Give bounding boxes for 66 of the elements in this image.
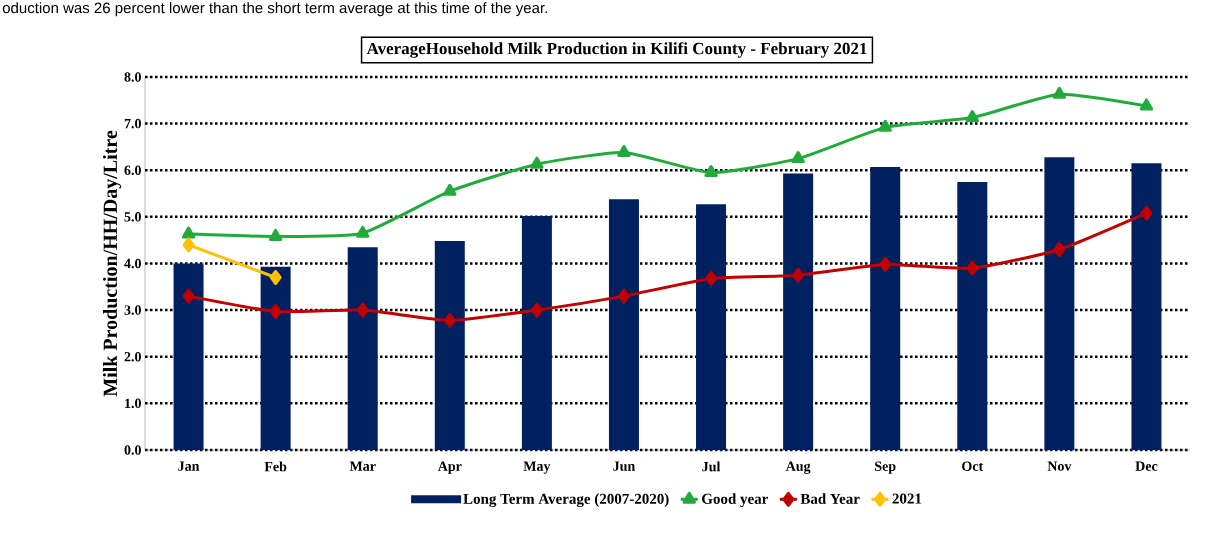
point [181, 226, 196, 239]
bar [347, 247, 378, 450]
x-tick-label: Jan [178, 461, 200, 471]
y-tick-label: 5.0 [124, 212, 141, 222]
legend-label: 2021 [892, 493, 922, 504]
point [269, 269, 282, 285]
bar [608, 199, 639, 450]
chart-title: AverageHousehold Milk Production in Kilifi County - February 2021 [366, 42, 867, 58]
x-tick-label: Nov [1047, 461, 1072, 471]
x-tick-label: Mar [349, 461, 376, 471]
point [268, 228, 283, 241]
y-tick-label: 4.0 [124, 258, 141, 269]
point [1053, 242, 1066, 257]
x-tick-label: May [523, 461, 551, 474]
point [356, 225, 370, 238]
x-tick-label: Dec [1135, 461, 1158, 471]
point [965, 110, 979, 123]
point [356, 302, 369, 318]
y-tick-label: 0.0 [124, 445, 141, 455]
point [791, 151, 805, 164]
x-tick-label: Jul [702, 461, 721, 472]
point [878, 119, 892, 132]
point [443, 312, 456, 328]
bar [1131, 163, 1162, 450]
y-axis-title: Milk Production/HH/Day/Litre [102, 130, 122, 397]
y-tick-label: 3.0 [124, 305, 141, 315]
bar [783, 173, 814, 450]
point [530, 156, 544, 169]
point [792, 267, 805, 283]
legend-label: Bad Year [800, 493, 860, 504]
y-tick-label: 6.0 [124, 165, 141, 175]
x-tick-label: Jun [613, 461, 636, 471]
bar [870, 166, 901, 450]
bar [434, 241, 465, 450]
bar [521, 215, 552, 450]
y-tick-label: 8.0 [124, 72, 141, 82]
point [617, 145, 631, 158]
legend-label: Good year [702, 493, 769, 507]
y-tick-label: 1.0 [125, 398, 141, 409]
point [617, 288, 630, 304]
y-tick-label: 2.0 [124, 351, 141, 362]
x-tick-label: Oct [962, 461, 984, 471]
bar [696, 204, 727, 450]
x-tick-label: Sep [875, 461, 896, 474]
x-tick-label: Feb [264, 461, 287, 472]
point [182, 288, 195, 304]
x-tick-label: Aug [785, 461, 811, 474]
x-tick-label: Apr [437, 461, 462, 474]
text: oduction was 26 percent lower than the short term average at this time of the year. [2, 2, 547, 17]
point [704, 165, 718, 178]
legend-label: Long Term Average (2007-2020) [463, 493, 669, 508]
point [966, 260, 979, 276]
point [182, 237, 195, 253]
point [443, 183, 457, 196]
point [530, 302, 543, 318]
bar [260, 266, 291, 450]
bar [173, 263, 204, 450]
point [1140, 205, 1153, 221]
point [705, 270, 718, 286]
bar [957, 181, 988, 450]
y-tick-label: 7.0 [124, 118, 141, 129]
point [1052, 86, 1067, 99]
point [269, 304, 282, 320]
point [1139, 98, 1154, 111]
point [879, 256, 892, 272]
bar [1044, 157, 1075, 450]
